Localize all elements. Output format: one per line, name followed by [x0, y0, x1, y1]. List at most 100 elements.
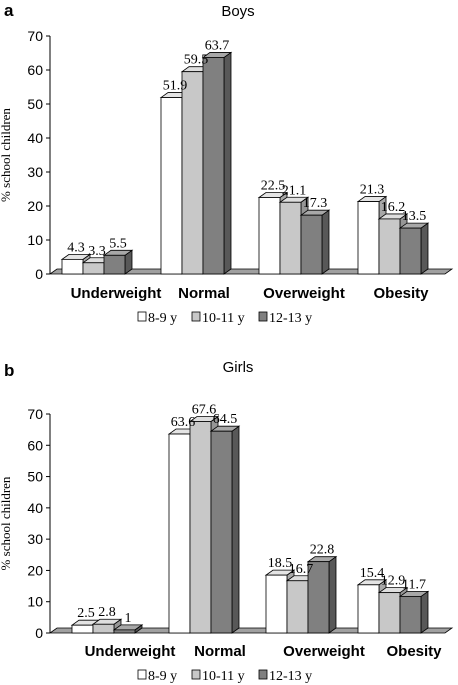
- y-tick-label: 70: [27, 28, 43, 44]
- y-tick-label: 30: [27, 531, 43, 547]
- bar-side: [231, 425, 240, 634]
- bar-front: [168, 433, 191, 634]
- x-tick-label: Normal: [178, 285, 230, 302]
- bar-side: [328, 555, 337, 634]
- x-tick-label: Obesity: [386, 643, 442, 660]
- bar-front: [378, 592, 401, 634]
- chart-title: Girls: [223, 359, 254, 376]
- panel-label: b: [4, 361, 14, 380]
- bar: [398, 222, 430, 275]
- data-label: 11.7: [402, 577, 426, 592]
- bar-front: [71, 624, 94, 634]
- legend-label: 8-9 y: [148, 669, 177, 684]
- bar-side: [321, 209, 330, 275]
- bar-front: [279, 201, 302, 275]
- legend-swatch: [258, 311, 268, 322]
- bar-front: [82, 262, 105, 275]
- bar-side: [420, 590, 429, 634]
- bar: [209, 425, 241, 634]
- legend-swatch: [191, 311, 201, 322]
- data-label: 59.5: [184, 53, 209, 68]
- y-tick-label: 0: [35, 625, 43, 641]
- data-label: 67.6: [192, 403, 217, 418]
- bar: [102, 249, 134, 275]
- legend-label: 10-11 y: [202, 311, 245, 326]
- bar-front: [181, 71, 204, 275]
- data-label: 22.5: [261, 179, 286, 194]
- bar-front: [258, 197, 281, 275]
- y-tick-label: 20: [27, 562, 43, 578]
- bar-front: [378, 218, 401, 275]
- data-label: 22.8: [310, 543, 335, 558]
- data-label: 15.4: [360, 566, 385, 581]
- data-label: 21.1: [282, 183, 307, 198]
- y-axis-label: % school children: [0, 476, 13, 570]
- x-tick-label: Underweight: [71, 285, 162, 302]
- x-tick-label: Underweight: [85, 643, 176, 660]
- x-tick-label: Overweight: [283, 643, 365, 660]
- bar-front: [286, 580, 309, 634]
- bar: [112, 624, 144, 634]
- legend-label: 8-9 y: [148, 311, 177, 326]
- legend-swatch: [137, 311, 147, 322]
- data-label: 2.5: [77, 606, 95, 621]
- data-label: 63.6: [171, 415, 196, 430]
- y-tick-label: 50: [27, 469, 43, 485]
- chart-title: Boys: [221, 3, 254, 20]
- chart-panel-a: a Boys % school children 0 10 20 30 40 50 60 70 4.3…: [0, 1, 454, 326]
- y-tick-label: 50: [27, 96, 43, 112]
- y-tick-label: 10: [27, 594, 43, 610]
- data-label: 18.5: [268, 556, 293, 571]
- y-tick-label: 40: [27, 130, 43, 146]
- data-label: 4.3: [67, 240, 85, 255]
- data-label: 64.5: [213, 412, 238, 427]
- data-label: 63.7: [205, 38, 230, 53]
- bar: [299, 209, 331, 275]
- data-label: 21.3: [360, 183, 385, 198]
- chart-panel-b: b Girls % school children 0 10 20 30 40 50 60 70 2.…: [0, 359, 454, 684]
- bar-front: [357, 584, 380, 634]
- panel-label: a: [4, 1, 14, 20]
- y-tick-label: 60: [27, 437, 43, 453]
- bar-front: [357, 201, 380, 275]
- y-axis-label: % school children: [0, 108, 13, 202]
- bar: [306, 555, 338, 634]
- bar-front: [265, 574, 288, 634]
- bar-front: [300, 214, 323, 275]
- bar-front: [399, 595, 422, 634]
- y-tick-label: 0: [35, 266, 43, 282]
- bar-front: [307, 561, 330, 634]
- bar-front: [113, 629, 136, 634]
- bar-front: [189, 421, 212, 634]
- bar: [398, 590, 430, 634]
- y-tick-label: 10: [27, 232, 43, 248]
- legend-label: 12-13 y: [269, 669, 312, 684]
- data-label: 13.5: [402, 209, 427, 224]
- data-label: 16.2: [381, 200, 406, 215]
- bar: [91, 618, 123, 634]
- x-tick-label: Obesity: [373, 285, 429, 302]
- legend-swatch: [137, 669, 147, 680]
- y-tick-label: 60: [27, 62, 43, 78]
- legend: 8-9 y 10-11 y 12-13 y: [137, 311, 312, 326]
- data-label: 17.3: [303, 196, 328, 211]
- bar-front: [399, 227, 422, 275]
- x-tick-label: Normal: [194, 643, 246, 660]
- data-label: 5.5: [109, 236, 127, 251]
- data-label: 2.8: [98, 605, 116, 620]
- legend-swatch: [191, 669, 201, 680]
- y-tick-label: 40: [27, 500, 43, 516]
- data-label: 51.9: [163, 79, 188, 94]
- y-tick-label: 30: [27, 164, 43, 180]
- bar-front: [61, 258, 84, 275]
- bar-front: [202, 57, 225, 275]
- data-label: 3.3: [88, 244, 106, 259]
- bar-front: [92, 623, 115, 634]
- legend-swatch: [258, 669, 268, 680]
- bar-front: [103, 254, 126, 275]
- y-tick-label: 20: [27, 198, 43, 214]
- data-label: 16.7: [289, 562, 314, 577]
- x-tick-label: Overweight: [263, 285, 345, 302]
- legend: 8-9 y 10-11 y 12-13 y: [137, 669, 312, 684]
